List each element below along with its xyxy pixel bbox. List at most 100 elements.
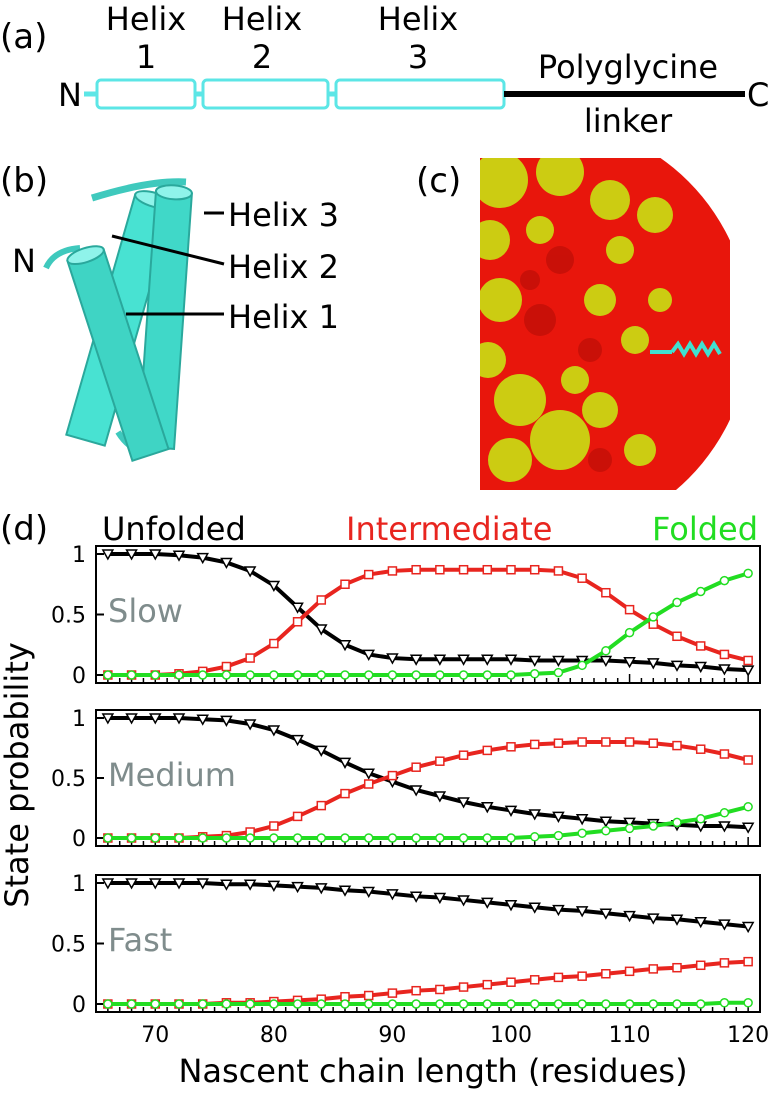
x-tick-label: 100 xyxy=(490,1023,532,1048)
fast-folded-point xyxy=(197,999,208,1009)
fast-panel: 0 0.5 1 Fast xyxy=(51,872,761,1018)
bundle-label-helix-1: Helix 1 xyxy=(228,298,339,336)
speed-label-slow: Slow xyxy=(108,592,183,630)
medium-intermediate-point xyxy=(292,811,303,822)
speed-label-medium: Medium xyxy=(108,756,236,794)
slow-folded-point xyxy=(363,670,374,680)
fast-folded-point xyxy=(363,999,374,1009)
fast-folded-point xyxy=(126,999,137,1009)
slow-unfolded-point xyxy=(220,557,233,570)
fast-intermediate-point xyxy=(672,962,682,973)
slow-intermediate-point xyxy=(269,638,279,649)
fast-folded-point xyxy=(245,999,255,1009)
helix-2-word: Helix xyxy=(222,0,302,38)
fast-unfolded-point xyxy=(291,881,304,894)
medium-folded-point xyxy=(340,833,350,843)
medium-folded-point xyxy=(269,833,279,843)
slow-unfolded-point xyxy=(433,654,447,666)
medium-unfolded-point xyxy=(125,713,138,725)
slow-folded-point xyxy=(648,612,659,622)
slow-folded-point xyxy=(506,670,516,680)
fast-unfolded-point xyxy=(101,878,115,890)
slow-unfolded-point xyxy=(267,580,281,593)
slow-unfolded-point xyxy=(125,549,138,561)
slow-unfolded-point xyxy=(338,640,352,652)
fast-folded-point xyxy=(292,999,303,1009)
medium-folded-point xyxy=(126,833,137,843)
medium-folded-point xyxy=(245,833,255,843)
medium-intermediate-point xyxy=(648,738,659,748)
medium-unfolded-point xyxy=(481,802,494,814)
medium-unfolded-point xyxy=(243,719,257,731)
helix-3-cylinder xyxy=(137,184,193,451)
slow-folded-point xyxy=(126,670,137,680)
fast-folded-point xyxy=(103,999,113,1009)
fast-folded-point xyxy=(695,999,706,1009)
medium-folded-point xyxy=(577,828,587,838)
slow-intermediate-point xyxy=(529,564,540,575)
panel-label-d: (d) xyxy=(0,509,48,549)
domain-n-terminus: N xyxy=(58,76,82,114)
x-tick-label: 80 xyxy=(260,1023,288,1048)
medium-unfolded-point xyxy=(362,768,375,780)
slow-unfolded-point xyxy=(149,549,162,561)
medium-unfolded-point xyxy=(101,713,115,725)
fast-folded-point xyxy=(601,999,611,1009)
fast-unfolded-point xyxy=(196,878,209,890)
y-tick-label: 1 xyxy=(72,543,86,568)
x-tick-label: 110 xyxy=(609,1023,651,1048)
fast-folded-point xyxy=(150,999,161,1009)
medium-unfolded-point xyxy=(457,797,470,809)
medium-intermediate-point xyxy=(719,749,730,759)
fast-folded-curve xyxy=(107,1000,749,1006)
x-tick-label: 70 xyxy=(141,1023,169,1048)
slow-unfolded-point xyxy=(386,653,399,665)
fast-intermediate-point xyxy=(553,972,564,983)
medium-folded-point xyxy=(648,821,659,831)
slow-folded-point xyxy=(743,568,753,579)
helix-1-word: Helix xyxy=(106,0,186,38)
helix-2-number: 2 xyxy=(252,38,272,76)
medium-unfolded-point xyxy=(196,714,209,726)
slow-folded-point xyxy=(245,670,255,680)
fast-unfolded-point xyxy=(338,885,352,897)
fast-unfolded-point xyxy=(172,878,186,890)
slow-unfolded-point xyxy=(315,624,328,636)
slow-folded-point xyxy=(672,597,682,608)
medium-unfolded-point xyxy=(504,805,518,817)
fast-intermediate-point xyxy=(577,971,587,981)
medium-folded-point xyxy=(387,833,398,843)
y-tick-label: 0.5 xyxy=(51,604,86,629)
fast-unfolded-point xyxy=(433,892,447,905)
slow-unfolded-point xyxy=(172,550,186,562)
fast-folded-point xyxy=(435,999,445,1009)
fast-intermediate-point xyxy=(411,985,421,996)
state-probability-charts: 0 0.5 1 Slow 0 0.5 1 Medium 0 0.5 1 Fast 70 80 90 100 11… xyxy=(51,543,769,1048)
slow-intermediate-point xyxy=(743,655,753,666)
medium-intermediate-point xyxy=(411,762,421,772)
fast-folded-point xyxy=(553,999,564,1009)
slow-intermediate-point xyxy=(221,661,232,672)
medium-intermediate-point xyxy=(316,800,327,811)
slow-intermediate-point xyxy=(292,617,303,627)
helix-1-box xyxy=(95,78,197,110)
fast-intermediate-point xyxy=(506,977,516,987)
slow-intermediate-point xyxy=(601,587,611,598)
slow-unfolded-point xyxy=(623,656,636,669)
medium-intermediate-point xyxy=(529,739,540,750)
fast-unfolded-point xyxy=(670,914,684,926)
fast-folded-point xyxy=(411,999,421,1009)
fast-unfolded-point xyxy=(599,908,613,920)
medium-folded-point xyxy=(719,808,730,818)
medium-unfolded-point xyxy=(267,725,281,737)
slow-intermediate-point xyxy=(245,653,255,663)
fast-intermediate-point xyxy=(435,984,445,995)
helix-2-box xyxy=(201,78,330,110)
slow-folded-point xyxy=(221,670,232,680)
y-axis-title: State probability xyxy=(0,642,36,908)
helix-1-number: 1 xyxy=(136,38,156,76)
medium-intermediate-point xyxy=(435,756,445,766)
fast-folded-point xyxy=(506,999,516,1009)
fast-unfolded-point xyxy=(267,880,281,892)
medium-intermediate-point xyxy=(482,745,493,756)
